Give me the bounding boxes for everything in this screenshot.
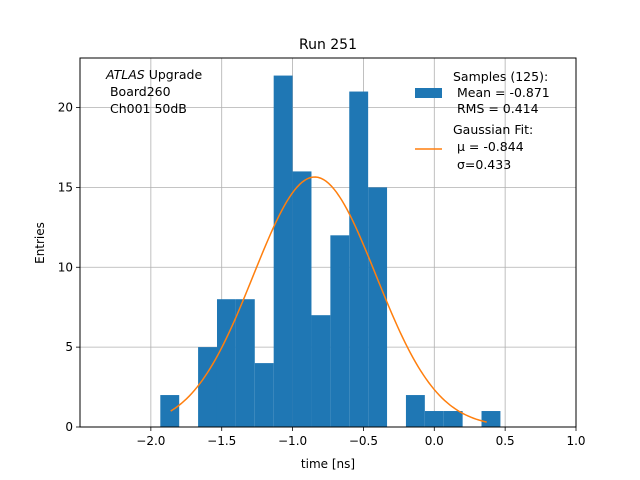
histogram-bar [349,91,369,427]
annotation-upgrade: Upgrade [145,67,203,82]
legend-samples-swatch [415,88,442,98]
legend-fit-line-1: Gaussian Fit: [453,122,533,137]
legend-fit-line-2: μ = -0.844 [453,139,524,154]
histogram-bar [368,187,388,427]
y-tick-label: 0 [65,420,73,434]
histogram-bar [443,411,463,427]
y-tick-label: 5 [65,340,73,354]
x-tick-label: 0.0 [425,434,444,448]
y-axis-label: Entries [33,222,47,264]
x-axis-label: time [ns] [301,457,355,471]
x-tick-label: −1.0 [278,434,307,448]
histogram-bar [330,235,350,427]
x-tick-label: 1.0 [566,434,585,448]
x-tick-label: −0.5 [349,434,378,448]
histogram-bars [160,75,501,428]
histogram-bar [405,395,425,427]
histogram-bar [198,347,217,427]
histogram-bar [216,299,236,427]
y-tick-label: 15 [58,180,73,194]
x-tick-label: 0.5 [496,434,515,448]
y-axis-ticks: 0 5 10 15 20 [58,101,80,434]
legend-samples-line-2: Mean = -0.871 [453,85,550,100]
run-annotation: ATLAS Upgrade Board260 Ch001 50dB [105,67,202,116]
annotation-atlas: ATLAS [105,67,145,82]
histogram-bar [481,411,501,427]
legend: Samples (125): Mean = -0.871 RMS = 0.414… [415,69,550,172]
annotation-line-2: Board260 [106,84,171,99]
annotation-line-1: ATLAS Upgrade [105,67,202,82]
x-tick-label: −2.0 [136,434,165,448]
legend-samples-line-1: Samples (125): [453,69,548,84]
annotation-line-3: Ch001 50dB [106,101,187,116]
histogram-bar [160,395,180,427]
histogram-bar [273,75,293,428]
legend-fit-line-3: σ=0.433 [453,157,511,172]
histogram-bar [311,315,331,427]
legend-samples-line-3: RMS = 0.414 [453,101,539,116]
plot-frame [79,57,577,428]
y-tick-label: 10 [58,260,73,274]
x-tick-label: −1.5 [207,434,236,448]
y-tick-label: 20 [58,101,73,115]
histogram-bar [292,171,312,427]
gaussian-fit-curve [170,176,487,423]
histogram-bar [235,299,255,427]
histogram-bar [424,411,444,427]
histogram-bar [254,363,274,427]
x-axis-ticks: −2.0 −1.5 −1.0 −0.5 0.0 0.5 1.0 [136,427,586,448]
chart-title: Run 251 [299,37,357,53]
